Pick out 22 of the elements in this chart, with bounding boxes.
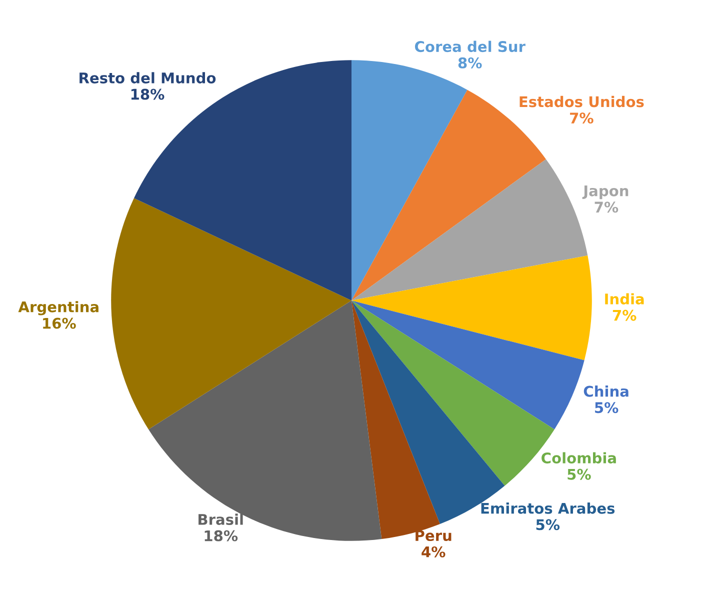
data-label: 7% — [570, 112, 594, 124]
slice-label: Emiratos Arabes — [481, 502, 615, 514]
data-label: 7% — [612, 310, 636, 321]
slice-label: Estados Unidos — [520, 96, 644, 108]
data-label: 16% — [43, 318, 76, 329]
data-label: 7% — [594, 202, 618, 213]
data-label: 4% — [422, 546, 446, 558]
data-label: 5% — [536, 519, 560, 530]
data-label: 8% — [458, 57, 482, 68]
slice-label: Brasil — [198, 514, 243, 525]
data-label: 18% — [204, 530, 238, 542]
slice-label: China — [584, 386, 628, 397]
slice-label: India — [605, 293, 644, 304]
data-label: 18% — [131, 88, 164, 100]
slice-label: Peru — [416, 530, 452, 542]
slice-label: Colombia — [542, 452, 616, 464]
data-label: 5% — [595, 402, 618, 414]
data-label: 5% — [568, 468, 591, 480]
slice-label: Japon — [582, 185, 628, 200]
slice-label: Corea del Sur — [415, 40, 526, 52]
slice-label: Argentina — [18, 301, 98, 316]
slice-label: Resto del Mundo — [80, 72, 216, 84]
